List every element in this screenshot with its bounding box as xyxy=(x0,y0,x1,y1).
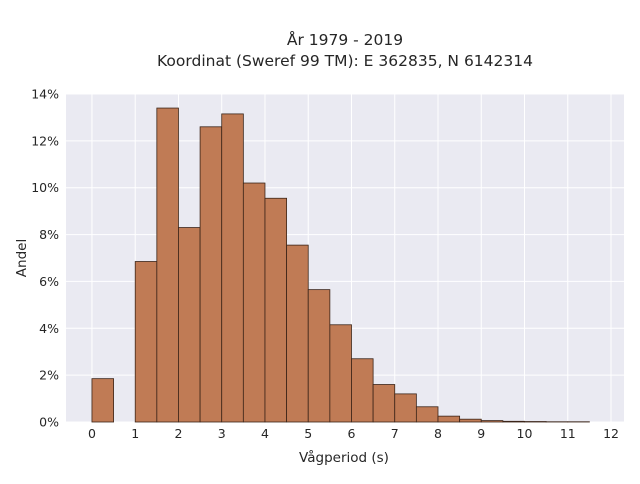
y-tick-label: 10% xyxy=(31,180,59,195)
y-tick-label: 6% xyxy=(39,274,59,289)
histogram-bar xyxy=(438,416,460,422)
x-tick-label: 7 xyxy=(391,426,399,441)
x-tick-label: 1 xyxy=(131,426,139,441)
histogram-bar xyxy=(481,421,503,422)
x-tick-label: 8 xyxy=(434,426,442,441)
histogram-bar xyxy=(287,245,309,422)
histogram-bar xyxy=(460,419,482,422)
histogram-bar xyxy=(200,127,222,422)
x-tick-label: 11 xyxy=(560,426,576,441)
x-tick-label: 5 xyxy=(304,426,312,441)
x-tick-label: 9 xyxy=(477,426,485,441)
histogram-bar xyxy=(503,421,525,422)
y-tick-label: 0% xyxy=(39,415,59,430)
y-tick-label: 12% xyxy=(31,133,59,148)
histogram-bar xyxy=(395,394,417,422)
y-tick-label: 14% xyxy=(31,87,59,102)
histogram-bar xyxy=(92,379,114,422)
x-tick-label: 10 xyxy=(517,426,533,441)
histogram-bar xyxy=(373,385,395,422)
y-axis-ticks: 0% 2% 4% 6% 8% 10% 12% 14% xyxy=(31,87,59,430)
x-tick-label: 4 xyxy=(261,426,269,441)
histogram-bar xyxy=(243,183,265,422)
histogram-bar xyxy=(222,114,244,422)
histogram-bar xyxy=(157,108,179,422)
histogram-bar xyxy=(308,290,330,422)
chart-title: År 1979 - 2019 xyxy=(287,30,403,49)
x-tick-label: 0 xyxy=(88,426,96,441)
histogram-bar xyxy=(178,228,200,422)
histogram-bar xyxy=(135,262,157,422)
y-tick-label: 8% xyxy=(39,227,59,242)
y-tick-label: 2% xyxy=(39,368,59,383)
x-tick-label: 3 xyxy=(218,426,226,441)
chart-subtitle: Koordinat (Sweref 99 TM): E 362835, N 61… xyxy=(157,52,533,70)
histogram-bar xyxy=(330,325,352,422)
histogram-bar xyxy=(416,407,438,422)
x-axis-label: Vågperiod (s) xyxy=(299,449,389,466)
y-tick-label: 4% xyxy=(39,321,59,336)
y-axis-label: Andel xyxy=(14,239,30,277)
x-tick-label: 2 xyxy=(174,426,182,441)
histogram-bar xyxy=(265,198,287,422)
x-tick-label: 12 xyxy=(603,426,619,441)
histogram-bar xyxy=(351,359,373,422)
x-tick-label: 6 xyxy=(348,426,356,441)
